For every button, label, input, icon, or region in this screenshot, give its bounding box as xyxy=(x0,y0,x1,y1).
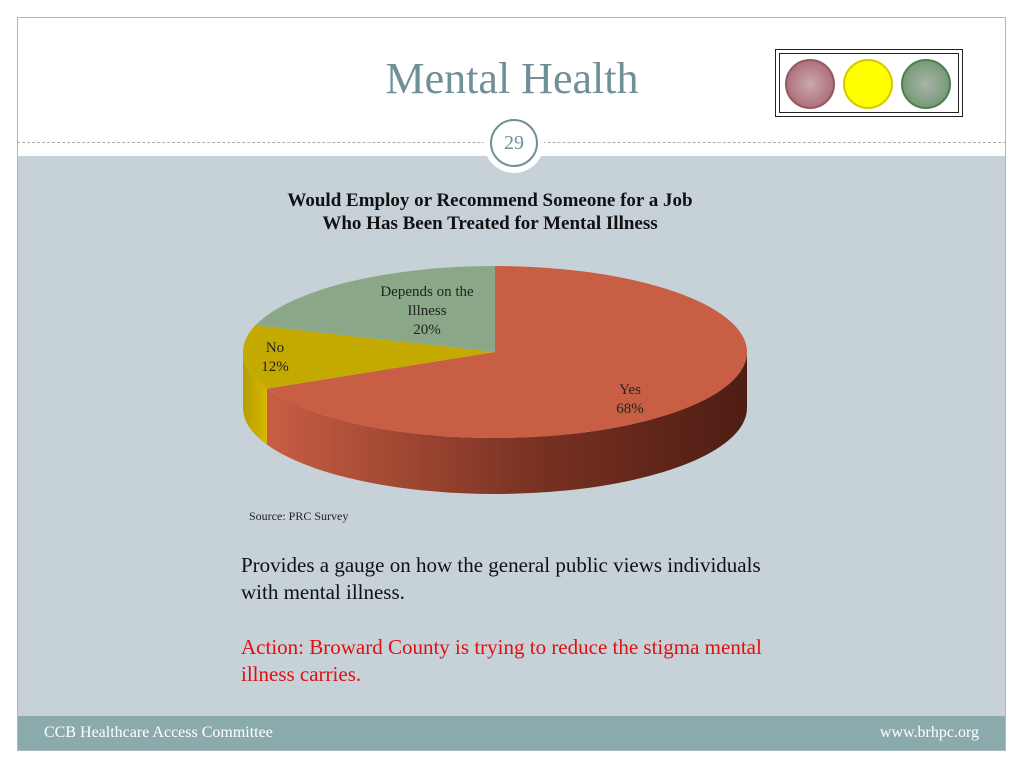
traffic-light-indicator xyxy=(775,49,963,117)
footer-bar: CCB Healthcare Access Committee www.brhp… xyxy=(18,716,1005,750)
chart-title-line-1: Would Employ or Recommend Someone for a … xyxy=(287,190,693,211)
pie-slice-no xyxy=(243,325,495,389)
slice-label-depends-line-1: Depends on the xyxy=(380,284,474,300)
slice-label-no-name: No xyxy=(265,340,285,356)
description-text: Provides a gauge on how the general publ… xyxy=(241,553,761,604)
slice-label-depends: Depends on the Illness 20% xyxy=(351,283,503,340)
pie-slice-yes xyxy=(266,266,748,438)
red-light-icon xyxy=(785,59,835,109)
slice-label-no-pct: 12% xyxy=(261,359,289,375)
chart-title: Would Employ or Recommend Someone for a … xyxy=(214,189,766,235)
page-number: 29 xyxy=(490,119,538,167)
chart-source: Source: PRC Survey xyxy=(249,509,349,523)
traffic-light-inner-frame xyxy=(779,53,959,113)
slice-label-depends-line-2: Illness xyxy=(407,303,447,319)
pie-slice-depends xyxy=(255,266,495,352)
pie-sides xyxy=(243,352,747,494)
slice-label-depends-pct: 20% xyxy=(413,322,441,338)
slice-label-yes-pct: 68% xyxy=(616,401,644,417)
footer-committee: CCB Healthcare Access Committee xyxy=(44,724,273,741)
action-text: Action: Broward County is trying to redu… xyxy=(241,635,762,686)
chart-title-line-2: Who Has Been Treated for Mental Illness xyxy=(322,213,658,234)
page-number-badge: 29 xyxy=(484,113,544,173)
pie-side-no xyxy=(243,352,267,445)
footer-website[interactable]: www.brhpc.org xyxy=(879,724,979,741)
slice-label-no: No 12% xyxy=(251,339,299,377)
slice-label-yes: Yes 68% xyxy=(600,381,660,419)
pie-side-yes xyxy=(266,352,747,494)
page-title: Mental Health xyxy=(385,54,639,103)
pie-tops xyxy=(243,266,748,438)
yellow-light-icon xyxy=(843,59,893,109)
green-light-icon xyxy=(901,59,951,109)
slice-label-yes-name: Yes xyxy=(619,382,641,398)
